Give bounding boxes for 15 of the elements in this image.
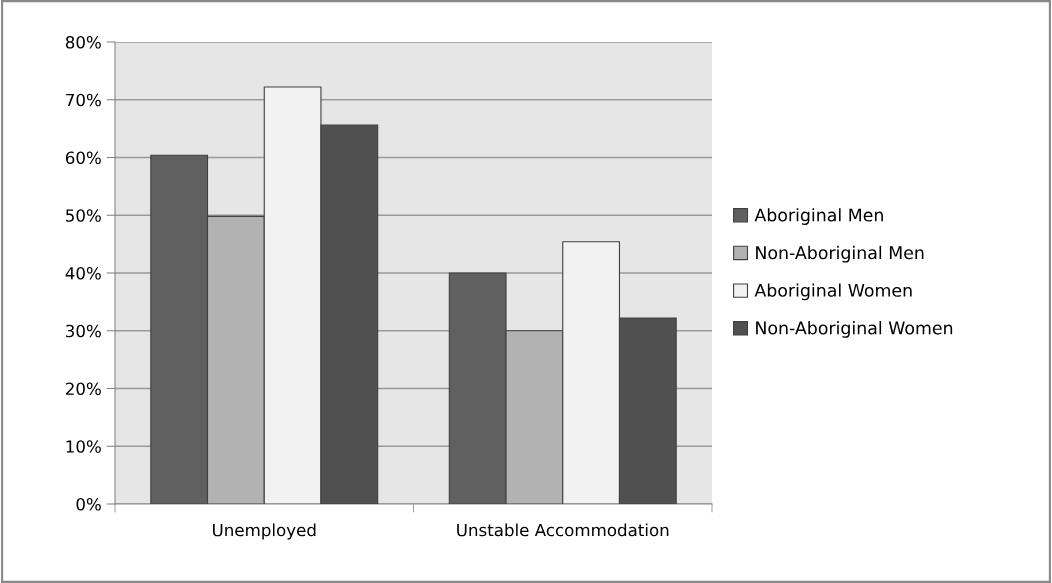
- y-tick-label: 60%: [65, 151, 101, 165]
- legend-label: Non-Aboriginal Women: [756, 321, 953, 338]
- x-tick-label: Unstable Accommodation: [457, 523, 669, 537]
- legend-label: Aboriginal Men: [754, 208, 883, 225]
- y-tick-label: 10%: [66, 440, 101, 453]
- y-tick-label: 80%: [65, 35, 101, 49]
- y-tick-label: 0%: [76, 497, 101, 511]
- x-tick-label: Unemployed: [213, 523, 316, 540]
- y-tick-label: 50%: [66, 209, 101, 222]
- y-tick-label: 30%: [66, 324, 101, 338]
- legend-label: Aboriginal Women: [754, 283, 912, 301]
- y-tick-label: 70%: [66, 93, 101, 107]
- y-tick-label: 20%: [65, 382, 101, 396]
- legend-label: Non-Aboriginal Men: [756, 245, 924, 263]
- y-tick-label: 40%: [65, 266, 101, 280]
